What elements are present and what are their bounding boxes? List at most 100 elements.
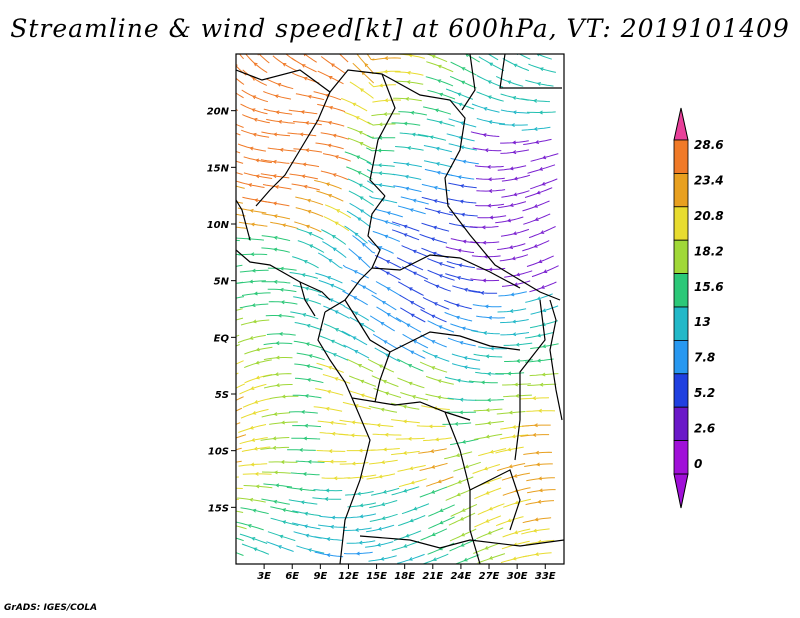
streamline: [526, 111, 556, 113]
streamline: [236, 213, 246, 217]
streamline: [374, 208, 403, 218]
streamline: [447, 198, 477, 204]
colorbar-level-label: 13: [694, 315, 711, 329]
streamline-arrow: [540, 230, 545, 234]
streamline: [236, 123, 244, 128]
lon-tick-label: 6E: [285, 571, 299, 582]
streamline-arrow: [280, 300, 285, 305]
streamline: [447, 397, 477, 401]
streamline: [473, 353, 503, 358]
streamline: [422, 296, 450, 310]
streamline: [530, 305, 559, 315]
streamline: [236, 171, 243, 175]
streamline-arrow: [538, 259, 543, 264]
streamline-arrow: [300, 410, 305, 414]
streamline-arrow: [534, 517, 539, 522]
streamline: [342, 527, 372, 532]
streamline-arrow: [537, 499, 542, 504]
streamline: [422, 350, 450, 362]
streamline-arrow: [410, 313, 415, 318]
streamline-arrow: [225, 147, 228, 150]
streamline: [469, 226, 499, 228]
streamline-arrow: [542, 155, 547, 160]
streamline-arrow: [534, 552, 539, 557]
streamline: [445, 246, 475, 253]
streamline-arrow: [535, 462, 540, 467]
streamline-arrow: [226, 128, 229, 131]
streamline-arrow: [411, 395, 416, 399]
streamline-arrow: [307, 94, 312, 99]
streamline: [448, 512, 476, 526]
streamline: [529, 320, 559, 329]
streamline: [499, 254, 529, 262]
streamline: [371, 294, 397, 311]
country-border: [514, 299, 546, 461]
streamline-arrow: [253, 198, 259, 203]
streamline-arrow: [229, 365, 232, 368]
streamline-arrow: [515, 342, 520, 347]
streamline-arrow: [435, 162, 440, 166]
streamline-arrow: [326, 389, 331, 394]
streamline: [320, 132, 349, 140]
streamline: [365, 541, 394, 548]
lat-tick-label: 10N: [207, 220, 230, 231]
streamline: [293, 285, 322, 294]
streamline: [427, 320, 455, 333]
streamline-arrow: [304, 286, 309, 291]
streamline: [374, 347, 401, 363]
streamline: [347, 474, 377, 479]
streamline-arrow: [303, 436, 308, 441]
streamline-arrow: [463, 356, 468, 360]
streamline-arrow: [511, 425, 517, 429]
streamline-arrow: [252, 132, 257, 137]
streamline-arrow: [308, 354, 313, 358]
streamline-arrow: [382, 379, 387, 384]
streamline-arrow: [412, 198, 417, 203]
streamline-arrow: [299, 132, 304, 137]
streamline-arrow: [251, 77, 257, 81]
streamline: [291, 57, 317, 73]
streamline-arrow: [279, 266, 284, 271]
streamline: [376, 306, 402, 323]
streamline: [398, 478, 427, 488]
streamline: [473, 542, 501, 554]
streamline-arrow: [382, 489, 387, 494]
streamline-arrow: [300, 110, 305, 115]
streamline-arrow: [511, 434, 516, 439]
streamline: [371, 448, 400, 451]
streamline-arrow: [540, 285, 545, 289]
streamline: [529, 281, 557, 293]
streamline: [241, 129, 270, 138]
latitude-axis: 20N 15N 10N 5N EQ 5S 10S 15S: [207, 107, 236, 514]
streamline: [428, 504, 455, 517]
streamline-arrow: [308, 244, 314, 249]
streamline: [504, 270, 533, 278]
streamline-arrow: [428, 424, 433, 429]
streamline-arrow: [331, 431, 336, 436]
streamline: [500, 149, 529, 154]
streamline: [447, 337, 476, 347]
streamline: [423, 106, 452, 115]
streamline-arrow: [229, 401, 232, 404]
streamline-arrow: [253, 291, 258, 296]
streamline-arrow: [463, 365, 468, 370]
streamline: [349, 316, 375, 333]
streamline: [526, 410, 556, 412]
streamline-arrow: [383, 112, 388, 117]
streamline: [263, 483, 293, 488]
streamline-arrow: [273, 279, 278, 284]
streamline-arrow: [385, 260, 390, 264]
streamline: [391, 419, 420, 424]
streamline-arrow: [275, 383, 280, 388]
streamline-arrow: [273, 470, 278, 475]
streamline: [397, 205, 426, 215]
streamline-arrow: [273, 214, 278, 219]
streamline: [296, 228, 324, 241]
streamline-arrow: [488, 267, 493, 272]
streamline: [393, 185, 422, 193]
streamline: [425, 54, 448, 63]
streamline: [450, 438, 479, 446]
streamline: [471, 330, 500, 335]
colorbar-level-label: 23.4: [694, 174, 724, 188]
streamline: [474, 487, 502, 500]
